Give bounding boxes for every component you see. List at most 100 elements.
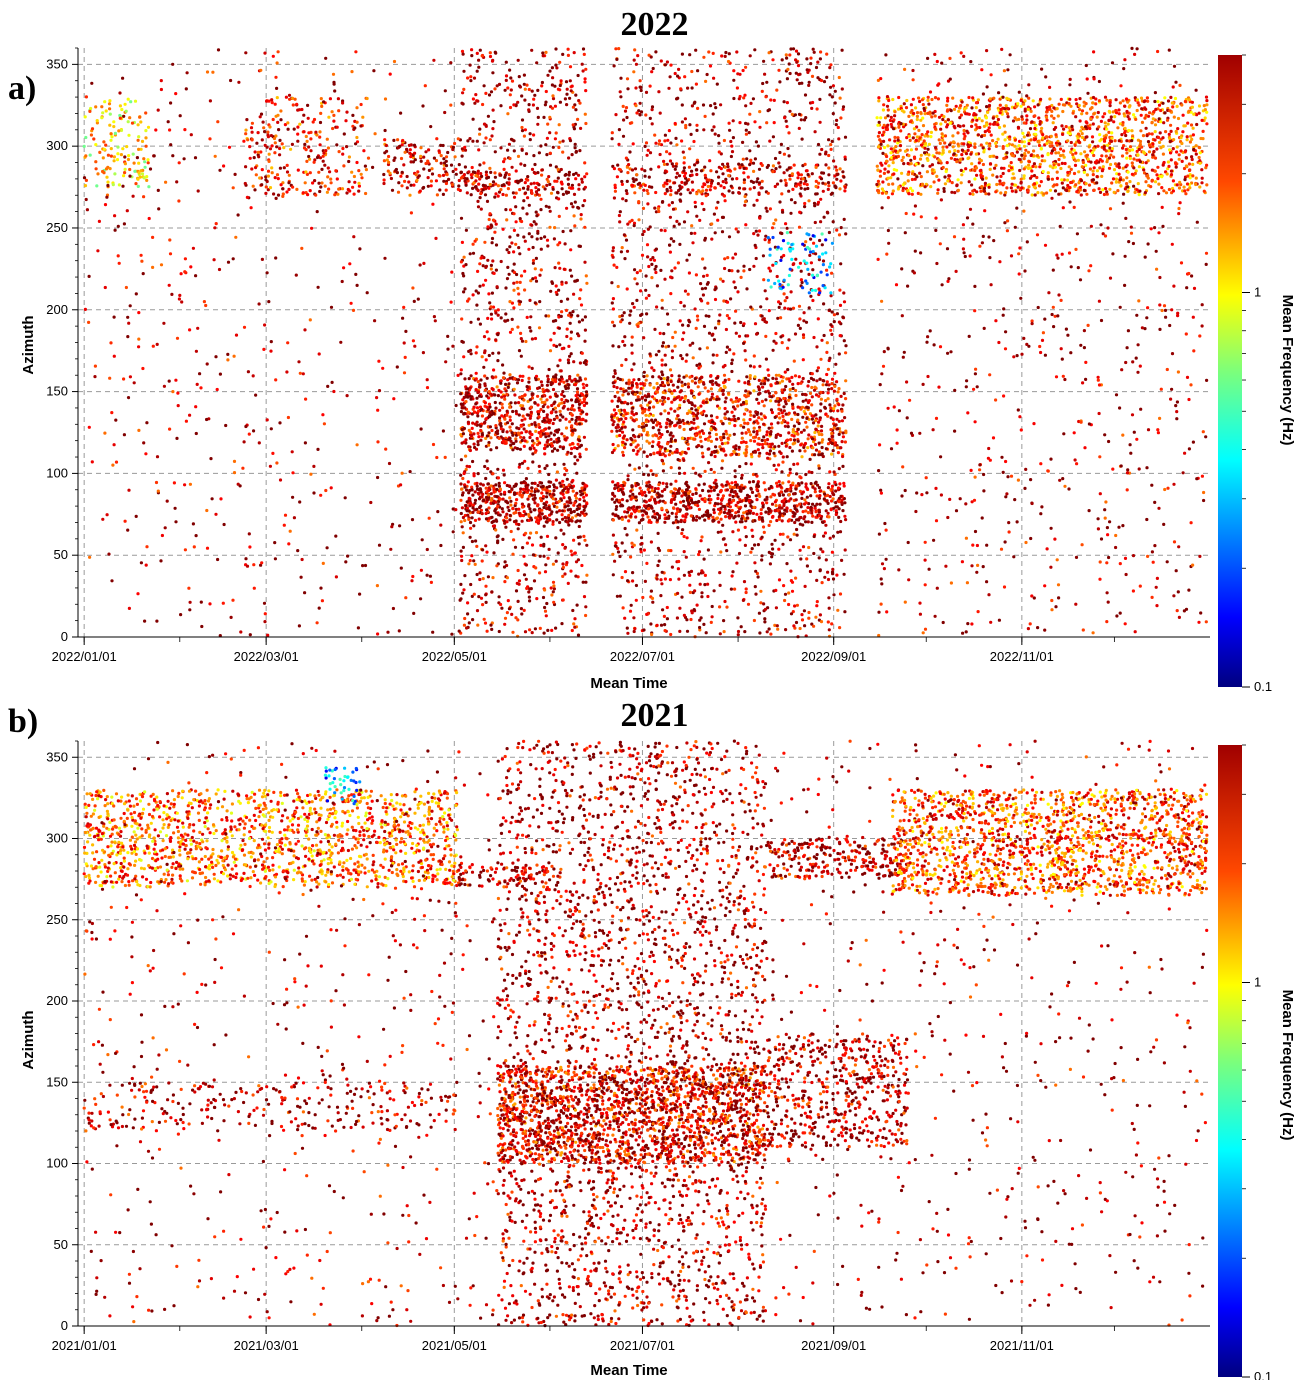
data-point [90, 127, 95, 131]
data-point [554, 626, 558, 630]
data-point [813, 487, 817, 491]
data-point [624, 416, 628, 421]
data-point [683, 396, 687, 400]
data-point [694, 48, 698, 52]
data-point [841, 509, 845, 513]
data-point [463, 574, 467, 578]
data-point [521, 414, 525, 418]
data-point [551, 187, 555, 191]
data-point [324, 149, 328, 153]
data-point [539, 481, 544, 485]
data-point [831, 112, 835, 116]
data-point [530, 89, 534, 93]
data-point [496, 313, 500, 317]
data-point [454, 167, 458, 171]
data-point [819, 429, 824, 433]
data-point [475, 609, 480, 613]
data-point [793, 332, 798, 336]
data-point [635, 505, 640, 509]
data-point [780, 388, 784, 392]
data-point [503, 175, 507, 179]
data-point [833, 404, 837, 408]
data-point [471, 506, 475, 510]
data-point [568, 268, 572, 272]
data-point [612, 384, 616, 389]
data-point [584, 504, 588, 508]
data-point [826, 511, 830, 515]
data-point [542, 418, 547, 422]
data-point [501, 497, 505, 501]
data-point [678, 403, 682, 407]
data-point [824, 523, 828, 527]
data-point [788, 177, 792, 181]
data-point [759, 511, 763, 516]
data-point [560, 187, 564, 191]
data-point [816, 200, 821, 204]
data-point [752, 430, 756, 434]
data-point [755, 512, 759, 516]
data-point [840, 419, 845, 423]
data-point [533, 276, 538, 280]
data-point [308, 189, 312, 193]
data-point [485, 199, 490, 203]
data-point [544, 427, 548, 431]
data-point [830, 550, 835, 554]
data-point [635, 271, 639, 275]
data-point [517, 511, 521, 515]
data-point [566, 399, 570, 403]
data-point [264, 191, 268, 195]
data-point [550, 628, 554, 633]
data-point [759, 508, 763, 512]
data-point [314, 130, 318, 134]
data-point [546, 73, 550, 77]
data-point [582, 403, 587, 408]
data-point [468, 252, 472, 256]
data-point [634, 412, 639, 416]
data-point [730, 144, 734, 148]
data-point [765, 430, 769, 434]
data-point [651, 440, 655, 444]
data-point [703, 286, 708, 290]
data-point [464, 228, 468, 232]
data-point [621, 197, 625, 201]
data-point [715, 376, 720, 380]
data-point [485, 394, 489, 398]
data-point [615, 505, 619, 509]
data-point [652, 509, 656, 513]
data-point [620, 498, 625, 502]
data-point [712, 125, 716, 129]
data-point [430, 172, 435, 176]
data-point [556, 404, 561, 408]
data-point [637, 509, 641, 513]
data-point [539, 236, 543, 240]
data-point [576, 442, 580, 446]
data-point [535, 61, 539, 65]
data-point [475, 572, 479, 577]
data-point [116, 152, 120, 156]
data-point [246, 138, 250, 142]
data-point [629, 416, 633, 420]
data-point [583, 80, 587, 84]
data-point [646, 403, 650, 407]
data-point [583, 339, 587, 343]
data-point [527, 595, 532, 599]
data-point [750, 490, 755, 494]
data-point [797, 112, 802, 116]
data-point [789, 211, 793, 215]
data-point [775, 182, 780, 186]
data-point [658, 514, 662, 518]
data-point [642, 429, 646, 433]
data-point [798, 489, 803, 493]
data-point [721, 389, 725, 393]
data-point [582, 386, 586, 390]
data-point [523, 269, 527, 273]
data-point [126, 120, 130, 124]
data-point [541, 429, 546, 433]
data-point [800, 481, 804, 485]
data-point [826, 486, 831, 490]
data-point [530, 223, 534, 227]
data-point [543, 466, 547, 470]
data-point [764, 376, 768, 380]
data-point [529, 516, 533, 520]
data-point [574, 171, 578, 175]
